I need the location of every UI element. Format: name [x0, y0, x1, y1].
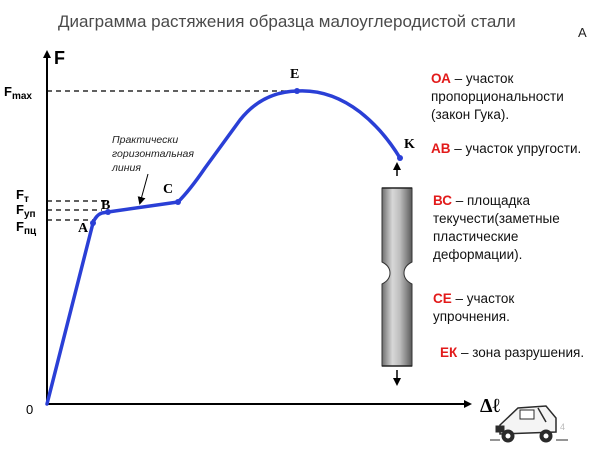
x-axis-label: Δℓ	[480, 395, 501, 417]
legend-text: – площадка текучести(заметные пластическ…	[433, 193, 560, 262]
legend-item-ab: АВ – участок упругости.	[431, 140, 591, 158]
svg-text:Fпц: Fпц	[16, 219, 37, 237]
legend-item-ce: СЕ – участок упрочнения.	[433, 290, 593, 326]
origin-label: 0	[26, 402, 33, 417]
legend-key: СЕ	[433, 291, 452, 306]
corner-label: А	[578, 25, 587, 40]
point-a-marker	[90, 220, 96, 226]
svg-text:Fуп: Fуп	[16, 202, 36, 220]
point-k-marker	[397, 155, 403, 161]
legend-key: ЕК	[440, 345, 458, 360]
point-e-label: E	[290, 67, 299, 82]
legend-key: ВС	[433, 193, 452, 208]
point-k-label: K	[404, 137, 415, 152]
fpts-tick-label: Fпц	[16, 219, 37, 237]
legend-text: – участок упрочнения.	[433, 291, 515, 324]
point-e-marker	[294, 88, 300, 94]
legend-text: – участок пропорциональности (закон Гука…	[431, 71, 564, 122]
legend-text: – участок упругости.	[450, 141, 582, 156]
y-axis-label: F	[54, 48, 65, 68]
legend-item-bc: ВС – площадка текучести(заметные пластич…	[433, 192, 593, 264]
legend-key: АВ	[431, 141, 451, 156]
legend-key: ОА	[431, 71, 451, 86]
point-a-label: A	[78, 221, 89, 236]
fmax-tick-label: Fmax	[4, 84, 32, 102]
legend-text: – зона разрушения.	[457, 345, 585, 360]
page-number: 4	[560, 422, 566, 432]
page-title: Диаграмма растяжения образца малоуглерод…	[58, 12, 516, 31]
point-b-label: B	[101, 198, 110, 213]
ft-tick-label: Fт	[16, 187, 29, 205]
point-c-marker	[175, 199, 181, 205]
legend-item-oa: ОА – участок пропорциональности (закон Г…	[431, 70, 591, 124]
legend-item-ek: ЕК – зона разрушения.	[440, 344, 590, 362]
annotation-arrow	[137, 173, 149, 205]
svg-text:Fт: Fт	[16, 187, 29, 205]
annotation-note: Практически горизонтальная линия	[112, 134, 194, 174]
specimen-rod-icon	[381, 162, 413, 386]
point-c-label: C	[163, 182, 173, 197]
truck-clipart-icon	[490, 405, 568, 443]
svg-text:Fmax: Fmax	[4, 84, 32, 102]
fup-tick-label: Fуп	[16, 202, 36, 220]
point-b-marker	[105, 209, 111, 215]
stress-strain-curve	[45, 89, 402, 406]
